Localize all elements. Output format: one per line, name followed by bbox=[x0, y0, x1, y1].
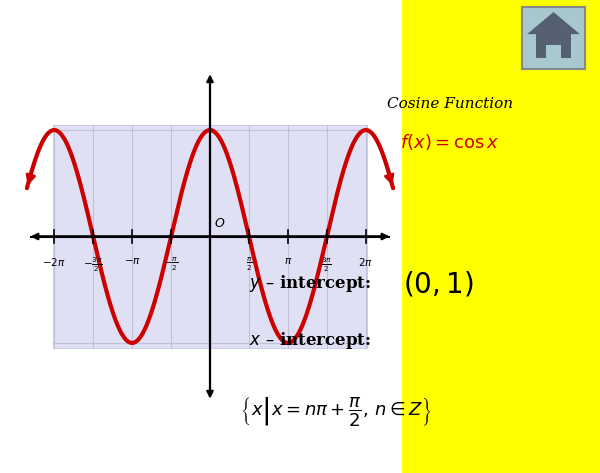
Text: $-\frac{\pi}{2}$: $-\frac{\pi}{2}$ bbox=[163, 255, 179, 273]
Text: $\left\{ x \left| x = n\pi + \dfrac{\pi}{2},\, n \in Z \right. \right\}$: $\left\{ x \left| x = n\pi + \dfrac{\pi}… bbox=[240, 395, 432, 428]
FancyBboxPatch shape bbox=[53, 125, 367, 348]
Text: $\frac{\pi}{2}$: $\frac{\pi}{2}$ bbox=[245, 255, 252, 273]
Text: $y$ – intercept:: $y$ – intercept: bbox=[249, 273, 371, 294]
Text: $-2\pi$: $-2\pi$ bbox=[43, 255, 66, 268]
Text: $-\frac{3\pi}{2}$: $-\frac{3\pi}{2}$ bbox=[83, 255, 103, 274]
Text: $-\pi$: $-\pi$ bbox=[124, 255, 140, 266]
Text: $f(x) = \cos x$: $f(x) = \cos x$ bbox=[400, 132, 500, 152]
Text: Cosine Function: Cosine Function bbox=[387, 97, 513, 111]
Polygon shape bbox=[536, 34, 571, 58]
Text: $2\pi$: $2\pi$ bbox=[358, 255, 373, 268]
Text: $O$: $O$ bbox=[214, 217, 225, 230]
Polygon shape bbox=[546, 45, 561, 58]
Text: $\frac{3\pi}{2}$: $\frac{3\pi}{2}$ bbox=[322, 255, 332, 274]
Polygon shape bbox=[527, 12, 580, 34]
Text: $x$ – intercept:: $x$ – intercept: bbox=[249, 330, 371, 351]
Text: $(0, 1)$: $(0, 1)$ bbox=[403, 269, 473, 298]
Text: $\pi$: $\pi$ bbox=[284, 255, 292, 266]
